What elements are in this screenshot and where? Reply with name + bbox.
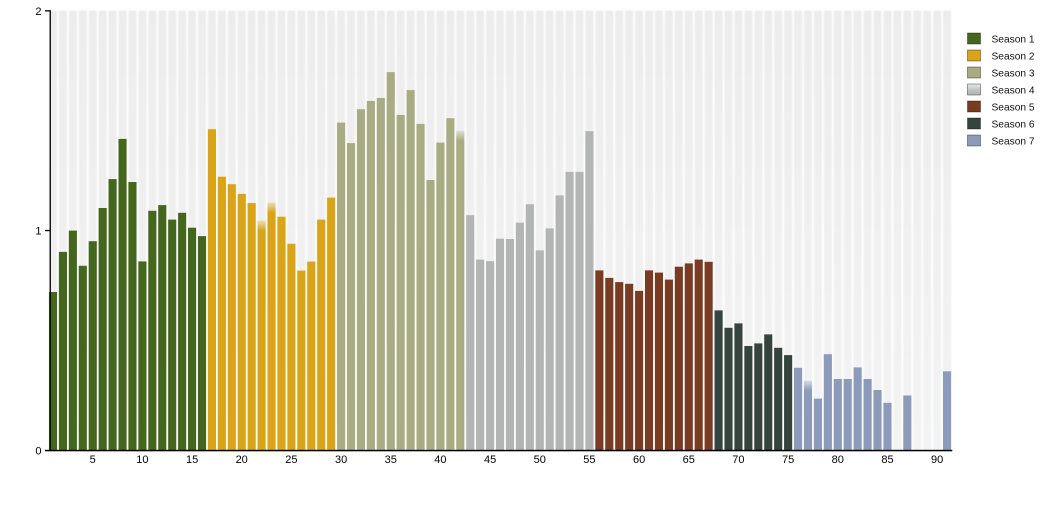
svg-text:5: 5 xyxy=(90,454,96,466)
svg-text:45: 45 xyxy=(484,454,496,466)
svg-text:15: 15 xyxy=(186,454,198,466)
svg-text:Season 6: Season 6 xyxy=(992,119,1035,130)
svg-text:65: 65 xyxy=(683,454,695,466)
svg-text:90: 90 xyxy=(931,454,943,466)
svg-text:85: 85 xyxy=(881,454,893,466)
svg-text:70: 70 xyxy=(732,454,744,466)
svg-text:25: 25 xyxy=(285,454,297,466)
svg-text:1: 1 xyxy=(35,226,41,238)
svg-text:Season 1: Season 1 xyxy=(992,34,1035,45)
svg-text:Season 5: Season 5 xyxy=(992,102,1035,113)
svg-text:75: 75 xyxy=(782,454,794,466)
svg-text:Season 3: Season 3 xyxy=(992,68,1035,79)
svg-text:80: 80 xyxy=(832,454,844,466)
svg-text:50: 50 xyxy=(534,454,546,466)
svg-text:35: 35 xyxy=(385,454,397,466)
svg-text:Season 7: Season 7 xyxy=(992,136,1035,147)
svg-text:Season 2: Season 2 xyxy=(992,51,1035,62)
svg-text:40: 40 xyxy=(434,454,446,466)
svg-text:30: 30 xyxy=(335,454,347,466)
svg-text:55: 55 xyxy=(583,454,595,466)
svg-text:20: 20 xyxy=(236,454,248,466)
svg-text:Season 4: Season 4 xyxy=(992,85,1035,96)
svg-text:0: 0 xyxy=(35,446,41,458)
svg-text:10: 10 xyxy=(136,454,148,466)
svg-text:2: 2 xyxy=(35,6,41,18)
svg-text:60: 60 xyxy=(633,454,645,466)
